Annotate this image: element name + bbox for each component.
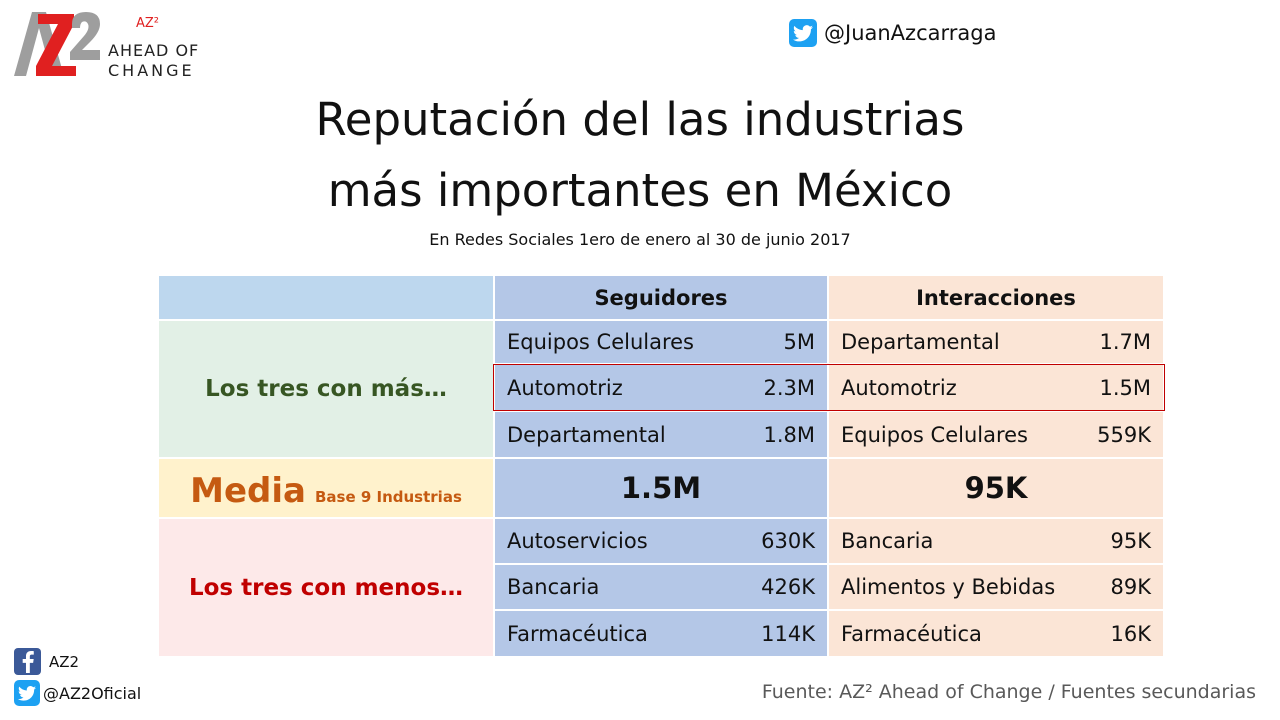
seguidores-value: 630K <box>761 529 815 553</box>
table-row: Automotriz 2.3M <box>494 364 828 411</box>
az2-logo-icon <box>14 12 100 76</box>
seguidores-industry: Bancaria <box>507 575 600 599</box>
reputation-table: Seguidores Interacciones Los tres con má… <box>158 275 1165 657</box>
twitter-handle-top: @JuanAzcarraga <box>824 21 997 45</box>
interacciones-value: 559K <box>1097 422 1151 447</box>
seguidores-value: 2.3M <box>763 375 815 400</box>
interacciones-industry: Departamental <box>841 330 1000 354</box>
logo-text-ahead-of: AHEAD OF <box>108 41 200 60</box>
page-subtitle: En Redes Sociales 1ero de enero al 30 de… <box>429 230 851 249</box>
twitter-icon <box>14 680 40 706</box>
seguidores-industry: Departamental <box>507 422 666 447</box>
interacciones-industry: Bancaria <box>841 529 934 553</box>
seguidores-value: 1.8M <box>763 422 815 447</box>
twitter-handle-bottom: @AZ2Oficial <box>43 683 142 703</box>
label-bottom-three: Los tres con menos… <box>158 518 494 657</box>
interacciones-industry: Farmacéutica <box>841 621 982 646</box>
seguidores-industry: Autoservicios <box>507 529 648 553</box>
label-top-three: Los tres con más… <box>158 320 494 458</box>
page-title-line1: Reputación del las industrias <box>315 93 965 146</box>
media-label: Media <box>190 471 306 511</box>
seguidores-industry: Automotriz <box>507 375 623 400</box>
twitter-icon <box>789 19 817 47</box>
table-row: Automotriz 1.5M <box>828 364 1164 411</box>
interacciones-industry: Alimentos y Bebidas <box>841 575 1056 599</box>
table-row: Departamental 1.8M <box>494 411 828 458</box>
table-row: Alimentos y Bebidas 89K <box>828 564 1164 610</box>
table-row: Farmacéutica 16K <box>828 610 1164 657</box>
source-note: Fuente: AZ² Ahead of Change / Fuentes se… <box>761 681 1256 703</box>
label-media: Media Base 9 Industrias <box>158 458 494 518</box>
interacciones-value: 1.7M <box>1099 330 1151 354</box>
logo-superscript: AZ² <box>136 16 160 31</box>
facebook-icon <box>14 648 41 675</box>
table-row: Autoservicios 630K <box>494 518 828 564</box>
interacciones-value: 95K <box>1110 529 1152 553</box>
table-row: Departamental 1.7M <box>828 320 1164 364</box>
twitter-top[interactable]: @JuanAzcarraga <box>789 18 996 48</box>
table-row: Equipos Celulares 559K <box>828 411 1164 458</box>
page-title-line2: más importantes en México <box>327 164 953 217</box>
table-row: Equipos Celulares 5M <box>494 320 828 364</box>
table-row: Farmacéutica 114K <box>494 610 828 657</box>
header-interacciones: Interacciones <box>828 275 1164 320</box>
interacciones-value: 1.5M <box>1099 375 1151 400</box>
logo: AZ² AHEAD OF CHANGE <box>12 10 212 80</box>
interacciones-industry: Equipos Celulares <box>841 422 1029 447</box>
seguidores-industry: Equipos Celulares <box>507 330 695 354</box>
interacciones-industry: Automotriz <box>841 375 957 400</box>
seguidores-industry: Farmacéutica <box>507 621 648 646</box>
seguidores-value: 5M <box>783 330 815 354</box>
twitter-link[interactable]: @AZ2Oficial <box>14 680 141 706</box>
header-empty-cell <box>158 275 494 320</box>
media-interacciones-value: 95K <box>828 458 1164 518</box>
media-base-note: Base 9 Industrias <box>314 488 462 506</box>
interacciones-value: 16K <box>1110 621 1152 646</box>
seguidores-value: 426K <box>761 575 815 599</box>
interacciones-value: 89K <box>1110 575 1152 599</box>
media-seguidores-value: 1.5M <box>494 458 828 518</box>
header-seguidores: Seguidores <box>494 275 828 320</box>
facebook-link[interactable]: AZ2 <box>14 648 79 675</box>
facebook-handle: AZ2 <box>49 652 80 671</box>
seguidores-value: 114K <box>761 621 815 646</box>
logo-text-change: CHANGE <box>108 61 195 80</box>
table-row: Bancaria 426K <box>494 564 828 610</box>
table-row: Bancaria 95K <box>828 518 1164 564</box>
